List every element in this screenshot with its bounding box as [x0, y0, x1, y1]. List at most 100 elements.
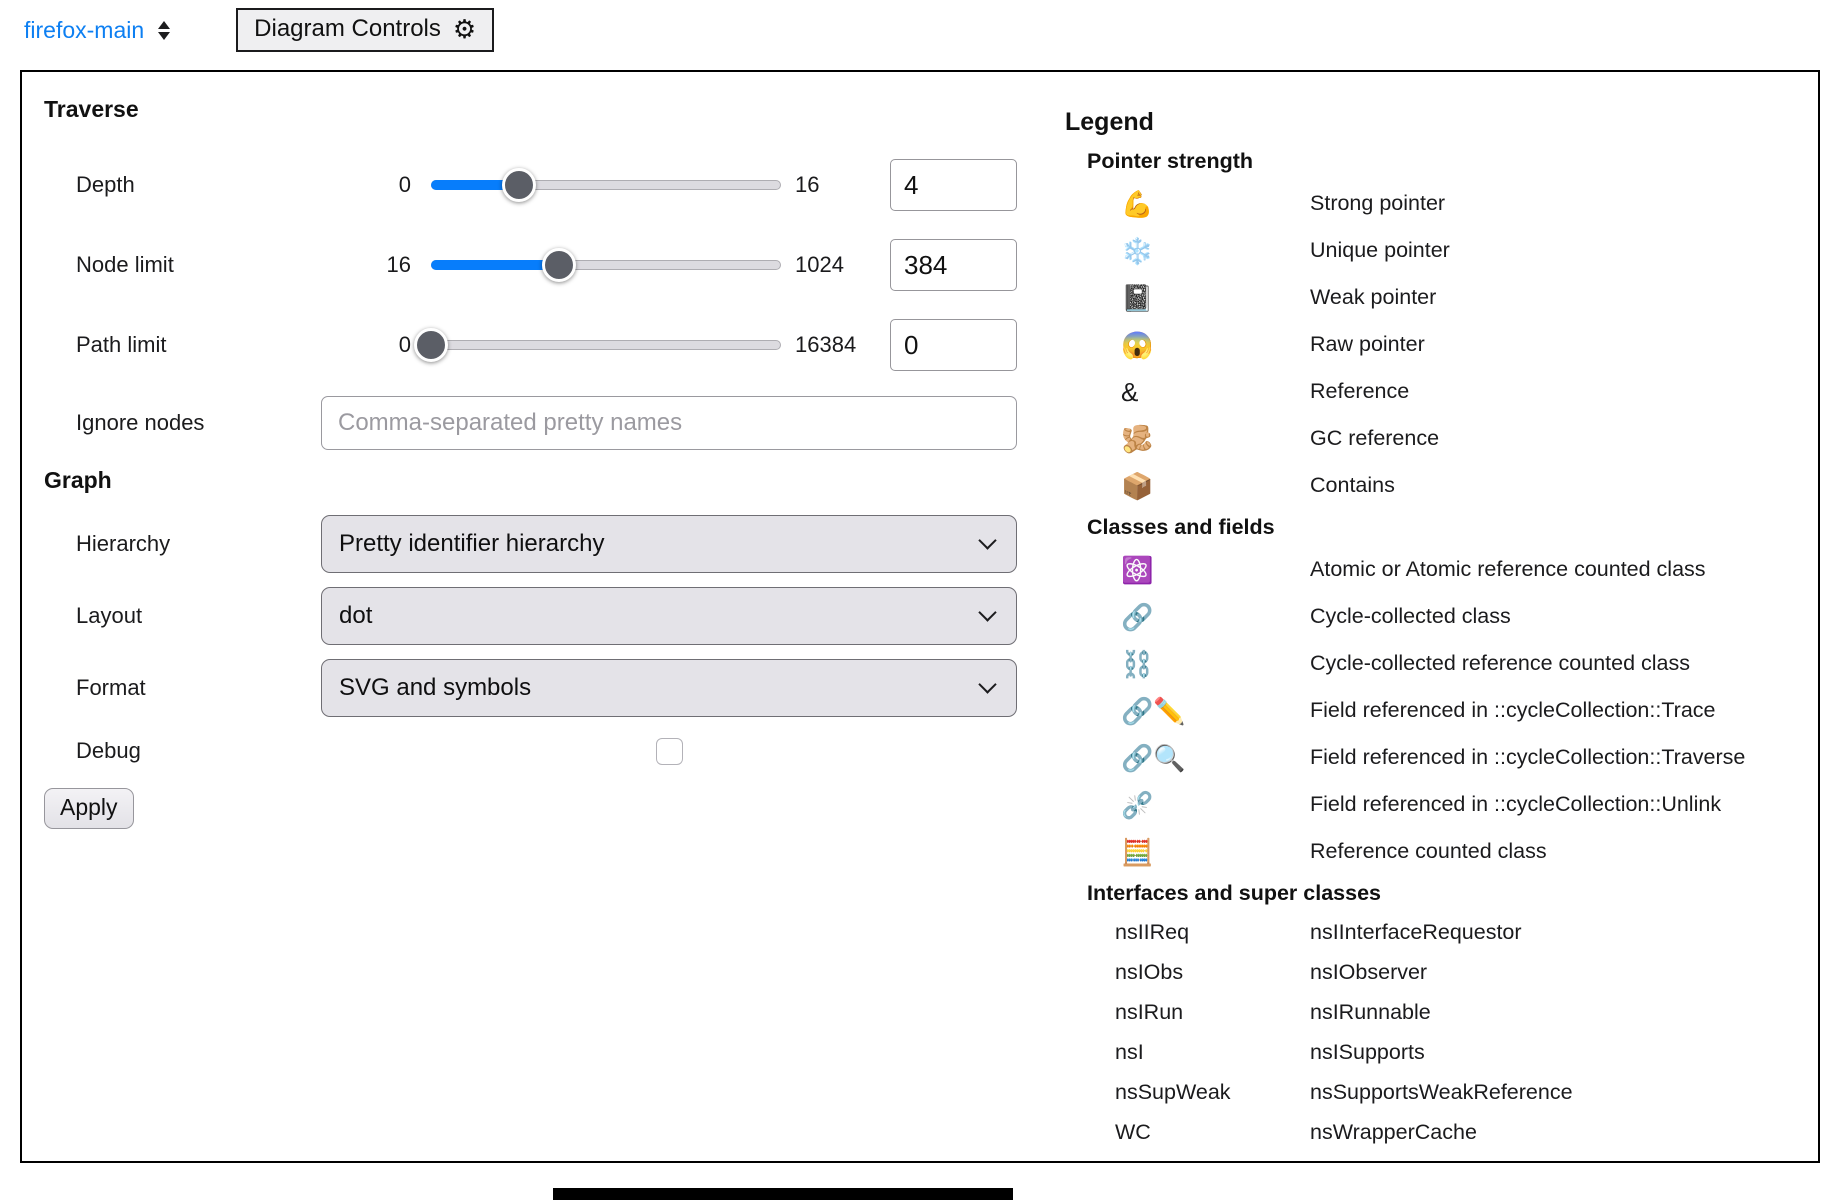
interface-abbr: nsIIReq	[1115, 919, 1190, 944]
interface-item: nsIRun nsIRunnable	[1065, 992, 1785, 1032]
legend-item-icon: ⛓️‍💥	[1121, 789, 1154, 820]
legend-item: ⛓️ Cycle-collected reference counted cla…	[1065, 640, 1785, 687]
select-value: dot	[339, 602, 373, 629]
diagram-controls-panel: Traverse Depth 0 16 Node limit	[20, 70, 1820, 1163]
legend-item-icon: 🔗🔍	[1121, 742, 1186, 773]
legend-item: ⛓️‍💥 Field referenced in ::cycleCollecti…	[1065, 781, 1785, 828]
legend-item: 💪 Strong pointer	[1065, 180, 1785, 227]
legend-item-label: Raw pointer	[1310, 332, 1425, 356]
interface-name: nsISupports	[1310, 1039, 1425, 1064]
apply-button[interactable]: Apply	[44, 788, 134, 829]
select-row: Layout dot	[44, 580, 1044, 652]
interface-name: nsIInterfaceRequestor	[1310, 919, 1522, 944]
controls-column: Traverse Depth 0 16 Node limit	[44, 96, 1044, 829]
legend-item-label: Unique pointer	[1310, 238, 1450, 262]
select-row: Format SVG and symbols	[44, 652, 1044, 724]
legend-item: & Reference	[1065, 368, 1785, 415]
arrow-down-icon	[158, 31, 171, 40]
legend-item-label: Strong pointer	[1310, 191, 1446, 215]
legend-item-label: Field referenced in ::cycleCollection::U…	[1310, 792, 1722, 816]
graph-heading: Graph	[44, 467, 112, 493]
slider-thumb[interactable]	[541, 248, 576, 282]
slider-label: Path limit	[76, 332, 167, 357]
traverse-heading: Traverse	[44, 96, 139, 122]
slider-min-label: 0	[398, 172, 411, 197]
pointer-strength-heading: Pointer strength	[1087, 149, 1254, 173]
interface-name: nsIRunnable	[1310, 999, 1431, 1024]
legend-item: 🔗🔍 Field referenced in ::cycleCollection…	[1065, 734, 1785, 781]
diagram-controls-label: Diagram Controls	[254, 15, 441, 42]
legend-item-icon: &	[1121, 376, 1139, 407]
select-row: Hierarchy Pretty identifier hierarchy	[44, 508, 1044, 580]
interface-item: nsSupWeak nsSupportsWeakReference	[1065, 1072, 1785, 1112]
legend-title: Legend	[1065, 108, 1154, 136]
select-label: Hierarchy	[76, 531, 171, 556]
legend-item-icon: 💪	[1121, 188, 1154, 219]
legend-item: 😱 Raw pointer	[1065, 321, 1785, 368]
slider-fill	[431, 180, 519, 190]
interface-abbr: nsIObs	[1115, 959, 1184, 984]
slider-min-label: 0	[398, 332, 411, 357]
ignore-nodes-label: Ignore nodes	[76, 410, 205, 435]
debug-label: Debug	[76, 738, 141, 763]
legend-item: ⚛️ Atomic or Atomic reference counted cl…	[1065, 546, 1785, 593]
debug-checkbox[interactable]	[655, 737, 683, 765]
legend-item-icon: 📓	[1121, 282, 1154, 313]
legend-item-icon: 📦	[1121, 470, 1154, 501]
slider-thumb[interactable]	[414, 328, 448, 362]
select-value: SVG and symbols	[339, 674, 532, 701]
range-slider[interactable]	[431, 248, 781, 282]
slider-max-label: 1024	[795, 252, 844, 277]
debug-row: Debug	[44, 724, 1044, 778]
legend-item-icon: 🔗	[1121, 601, 1154, 632]
ignore-nodes-input[interactable]	[321, 396, 1017, 450]
legend-item: 📓 Weak pointer	[1065, 274, 1785, 321]
dropdown-select[interactable]: Pretty identifier hierarchy	[321, 515, 1017, 573]
select-label: Format	[76, 675, 146, 700]
dropdown-select[interactable]: SVG and symbols	[321, 659, 1017, 717]
legend-item-icon: 😱	[1121, 329, 1154, 360]
workspace-selector[interactable]: firefox-main	[24, 16, 171, 44]
slider-label: Depth	[76, 172, 135, 197]
slider-fill	[431, 260, 559, 270]
chevron-down-icon	[978, 531, 997, 550]
legend-item-label: Cycle-collected class	[1310, 604, 1511, 628]
slider-value-input[interactable]	[890, 319, 1017, 371]
legend-item-icon: ⚛️	[1121, 554, 1154, 585]
dropdown-select[interactable]: dot	[321, 587, 1017, 645]
range-slider[interactable]	[431, 168, 781, 202]
slider-row: Path limit 0 16384	[44, 305, 1044, 385]
slider-value-input[interactable]	[890, 239, 1017, 291]
legend: Legend Pointer strength 💪 Strong pointer…	[1065, 108, 1785, 1152]
workspace-label[interactable]: firefox-main	[24, 16, 145, 43]
interface-abbr: nsI	[1115, 1039, 1144, 1064]
legend-item-label: Contains	[1310, 473, 1395, 497]
legend-item: ❄️ Unique pointer	[1065, 227, 1785, 274]
chevron-down-icon	[978, 603, 997, 622]
chevron-down-icon	[978, 675, 997, 694]
interface-name: nsSupportsWeakReference	[1310, 1079, 1573, 1104]
diagram-controls-toggle[interactable]: Diagram Controls ⚙	[236, 8, 495, 52]
legend-item-label: Field referenced in ::cycleCollection::T…	[1310, 745, 1746, 769]
legend-item: 🧮 Reference counted class	[1065, 828, 1785, 875]
slider-label: Node limit	[76, 252, 174, 277]
interfaces-heading: Interfaces and super classes	[1087, 881, 1381, 905]
interface-abbr: nsIRun	[1115, 999, 1184, 1024]
slider-value-input[interactable]	[890, 159, 1017, 211]
interface-name: nsWrapperCache	[1310, 1119, 1477, 1144]
legend-item: 🫚 GC reference	[1065, 415, 1785, 462]
slider-rail[interactable]	[431, 340, 781, 350]
legend-item-label: GC reference	[1310, 426, 1440, 450]
up-down-arrows-icon[interactable]	[158, 20, 171, 40]
gear-icon: ⚙	[452, 14, 477, 44]
legend-item-label: Cycle-collected reference counted class	[1310, 651, 1691, 675]
slider-row: Node limit 16 1024	[44, 225, 1044, 305]
classes-fields-heading: Classes and fields	[1087, 515, 1275, 539]
interface-abbr: WC	[1115, 1119, 1151, 1144]
slider-max-label: 16384	[795, 332, 857, 357]
slider-max-label: 16	[795, 172, 820, 197]
legend-item-icon: 🔗✏️	[1121, 695, 1186, 726]
slider-thumb[interactable]	[501, 168, 536, 202]
range-slider[interactable]	[414, 328, 781, 362]
select-value: Pretty identifier hierarchy	[339, 530, 605, 557]
